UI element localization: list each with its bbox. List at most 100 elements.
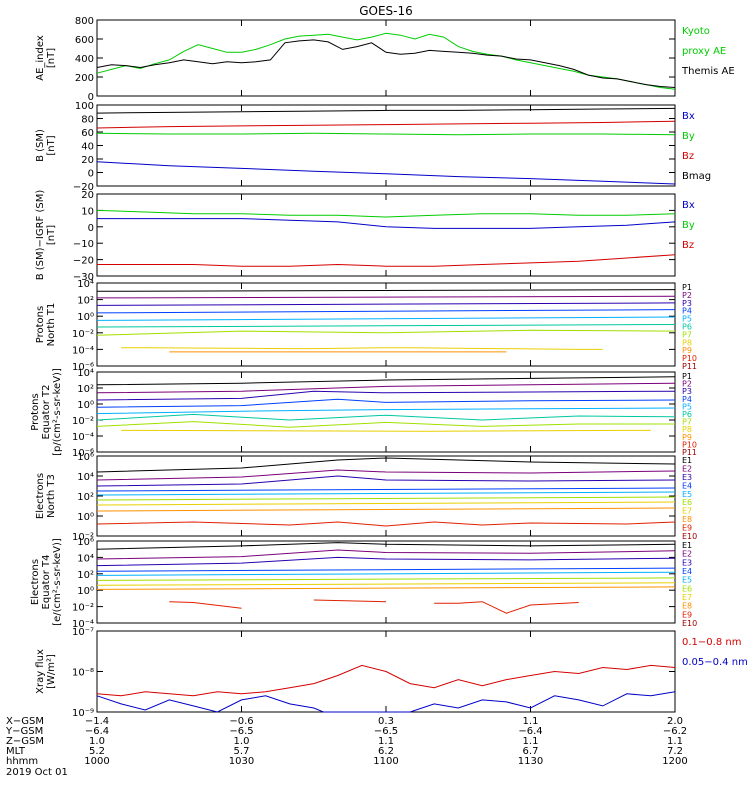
series-by (96, 209, 676, 218)
y-tick-label: 10⁻⁶ (72, 362, 94, 373)
series-p1 (96, 376, 676, 386)
legend-entry: E4 (682, 481, 692, 490)
y-tick-label: −30 (73, 272, 94, 283)
y-tick-label: 0 (88, 169, 94, 180)
legend-entry: P9 (682, 433, 692, 442)
legend-entry: P2 (682, 380, 692, 389)
y-tick-label: 10⁴ (77, 368, 94, 379)
series-bz (96, 120, 676, 129)
series-e7 (96, 501, 676, 506)
y-tick-label: 10⁻⁴ (72, 345, 94, 356)
legend-entry: E9 (682, 610, 692, 619)
legend-entry: Themis AE (681, 66, 735, 77)
y-tick-label: −20 (73, 256, 94, 267)
footer-row-label: MLT (6, 746, 26, 757)
footer-value: −6.4 (85, 726, 109, 737)
legend-entry: E1 (682, 456, 692, 465)
legend-entry: E7 (682, 507, 692, 516)
footer-value: 6.7 (523, 746, 539, 757)
y-tick-label: 10⁴ (77, 553, 94, 564)
series-p2 (96, 295, 676, 299)
y-axis-label: Protons (35, 306, 46, 343)
footer-value: 1000 (84, 756, 109, 767)
footer-value: 1030 (229, 756, 254, 767)
y-tick-label: 10⁰ (77, 312, 94, 323)
y-tick-label: 10⁻⁸ (72, 668, 94, 679)
y-axis-label: [p/(cm²-s-sr-keV)] (52, 368, 63, 456)
y-tick-label: 10⁴ (77, 279, 94, 290)
footer-row-label: Y−GSM (5, 726, 43, 737)
panel-protons-north: 10⁻⁶ 10⁻⁴ 10⁻² 10⁰ 10² 10⁴ Protons North T1 P1P2… (35, 279, 697, 373)
footer-value: −6.5 (229, 726, 253, 737)
y-tick-label: 600 (75, 35, 94, 46)
y-tick-label: −20 (73, 182, 94, 193)
series-e6 (96, 496, 676, 501)
footer-value: −6.4 (518, 726, 542, 737)
y-tick-label: 0 (88, 92, 94, 103)
series-e1 (96, 542, 676, 550)
y-tick-label: 10⁻² (72, 329, 94, 340)
series-p7 (96, 329, 676, 336)
y-tick-label: 10⁶ (77, 537, 94, 548)
footer-value: −6.5 (374, 726, 398, 737)
footer-value: 1.1 (378, 736, 394, 747)
series-e9 (169, 601, 242, 609)
series-by (96, 132, 676, 136)
legend-entry: P1 (682, 372, 692, 381)
y-axis-label: B (SM)−IGRF (SM) (35, 190, 46, 281)
footer-value: 1130 (518, 756, 543, 767)
y-axis-label: North T1 (46, 303, 57, 347)
legend-entry: P8 (682, 425, 692, 434)
series-p7 (96, 421, 675, 428)
series-e1 (96, 457, 676, 473)
legend-entry: E1 (682, 541, 692, 550)
y-tick-label: 100 (75, 101, 94, 112)
legend-entry: E6 (682, 498, 692, 507)
panel-b-sm: −20 0 20 40 60 80 100 B (SM) [nT] Bx By Bz Bmag (35, 101, 711, 193)
series-e3 (96, 556, 676, 567)
legend-entry: E8 (682, 515, 692, 524)
series-e7 (96, 582, 676, 586)
panel-xray-flux: 10⁻⁹ 10⁻⁸ 10⁻⁷ Xray flux [W/m²] 0.1−0.8 nm 0.0… (35, 627, 748, 719)
legend-entry: By (682, 131, 695, 142)
series-e2 (96, 469, 676, 481)
series-p5 (96, 407, 676, 415)
series-p8 (121, 347, 603, 350)
legend-entry: E2 (682, 464, 692, 473)
legend-entry: Bx (682, 111, 695, 122)
footer-value: −6.2 (663, 726, 687, 737)
series-e9b (313, 599, 387, 603)
series-e6 (96, 577, 676, 581)
y-axis-label: Electrons (30, 559, 41, 605)
legend-entry: P10 (682, 354, 697, 363)
footer-value: −0.6 (229, 716, 253, 727)
legend-entry: E10 (682, 532, 697, 541)
legend-entry: Bz (682, 151, 694, 162)
legend-entry: P3 (682, 387, 692, 396)
y-tick-label: 20 (81, 190, 94, 201)
footer-value: 1200 (662, 756, 687, 767)
y-axis-label: [e/(cm²-s-sr-keV)] (52, 538, 63, 626)
legend-entry: E3 (682, 558, 692, 567)
legend-entry: E6 (682, 584, 692, 593)
y-axis-label: Equator T4 (41, 555, 52, 610)
figure-title: GOES-16 (359, 4, 413, 18)
y-tick-label: 10⁻² (72, 416, 94, 427)
legend-entry: By (682, 220, 695, 231)
y-axis-label: North T3 (46, 474, 57, 518)
legend-entry: E7 (682, 593, 692, 602)
legend-entry: 0.05−0.4 nm (682, 657, 748, 668)
y-tick-label: −10 (73, 239, 94, 250)
legend-entry: P4 (682, 307, 692, 316)
y-axis-label: Xray flux (35, 649, 46, 694)
footer-value: 1.1 (523, 736, 539, 747)
legend-entry: P5 (682, 315, 692, 324)
y-tick-label: 0 (88, 223, 94, 234)
legend-entry: E4 (682, 567, 692, 576)
legend-entry: Kyoto (682, 26, 710, 37)
legend-entry: P7 (682, 330, 692, 339)
y-tick-label: 10⁻⁹ (72, 708, 94, 719)
footer-value: 1.1 (523, 716, 539, 727)
